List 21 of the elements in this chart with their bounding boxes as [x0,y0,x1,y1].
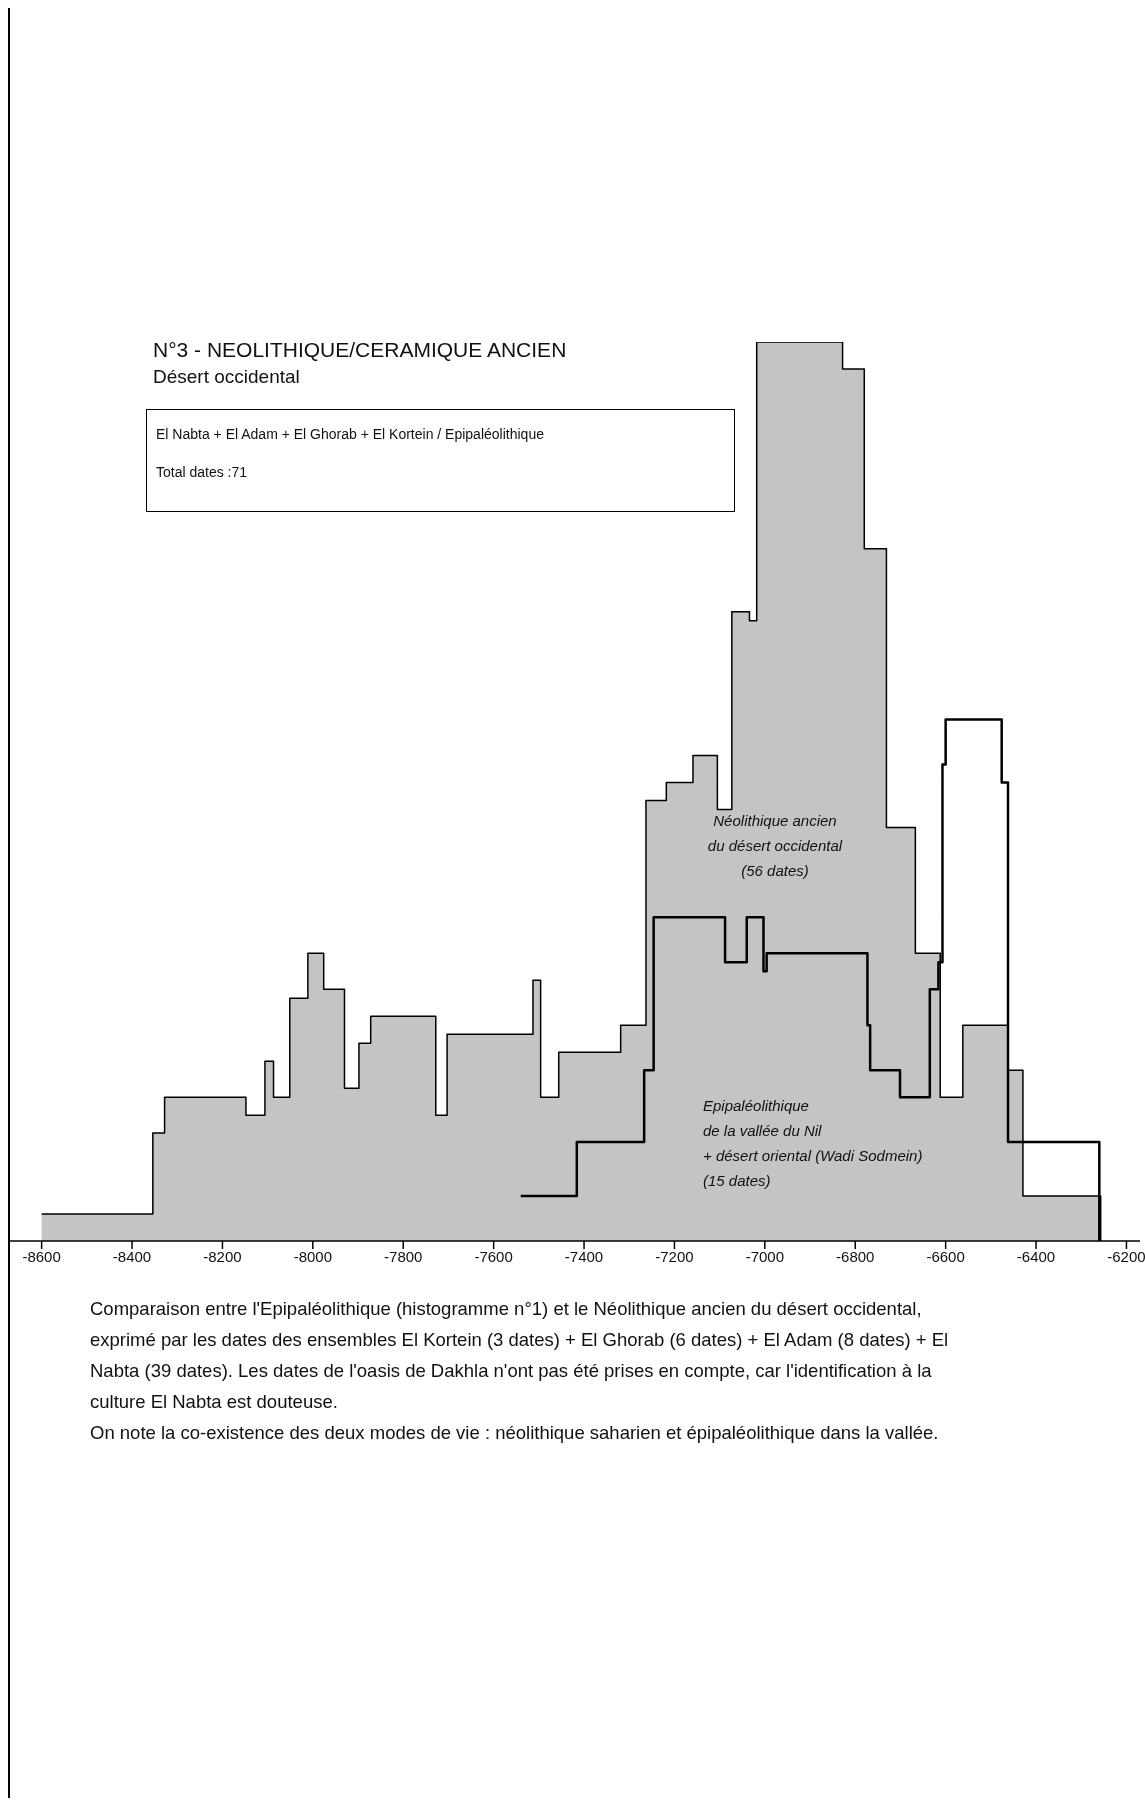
x-tick-label: -7400 [564,1247,604,1265]
x-tick-label: -7200 [655,1247,694,1265]
series-label: Néolithique ancien du désert occidental (56 dates) [706,811,844,881]
x-tick-label: -7000 [745,1247,785,1265]
x-tick-label: -6400 [1016,1247,1056,1265]
x-tick-label: -8400 [112,1247,152,1265]
x-tick-label: -6800 [836,1247,875,1265]
text: Désert occidental [153,366,300,388]
x-tick-label: -6200 [1107,1247,1145,1265]
series-label: Epipaléolithique de la vallée du Nil + désert oriental (Wadi Sodmein) (15 dates) [703,1096,924,1191]
text: On note la co-existence des deux modes de vie : néolithique saharien et épipaléolithique dans la vallée. [90,1421,940,1445]
x-tick-label: -8000 [293,1247,333,1265]
chart-title: N°3 - NEOLITHIQUE/CERAMIQUE ANCIEN [153,338,567,362]
x-tick-label: -7600 [474,1247,513,1265]
annotation: Total dates :71 [156,464,248,480]
x-tick-label: -8200 [203,1247,242,1265]
x-tick-label: -7800 [384,1247,423,1265]
x-tick-label: -6600 [926,1247,965,1265]
annotation: El Nabta + El Adam + El Ghorab + El Kortein / Epipaléolithique [156,426,544,442]
x-tick-label: -8600 [22,1247,61,1265]
text: Comparaison entre l'Epipaléolithique (histogramme n°1) et le Néolithique ancien du désert occidental, exprimé par les dates des ensembles El Kortein (3 dates) + El Ghorab (6 dates) + El Adam (8 dates) + El Nabta (39 dates). Les dates de l'oasis de Dakhla n'ont pas été prises en compte, car l'identification à la culture El Nabta est douteuse. [90,1297,950,1414]
